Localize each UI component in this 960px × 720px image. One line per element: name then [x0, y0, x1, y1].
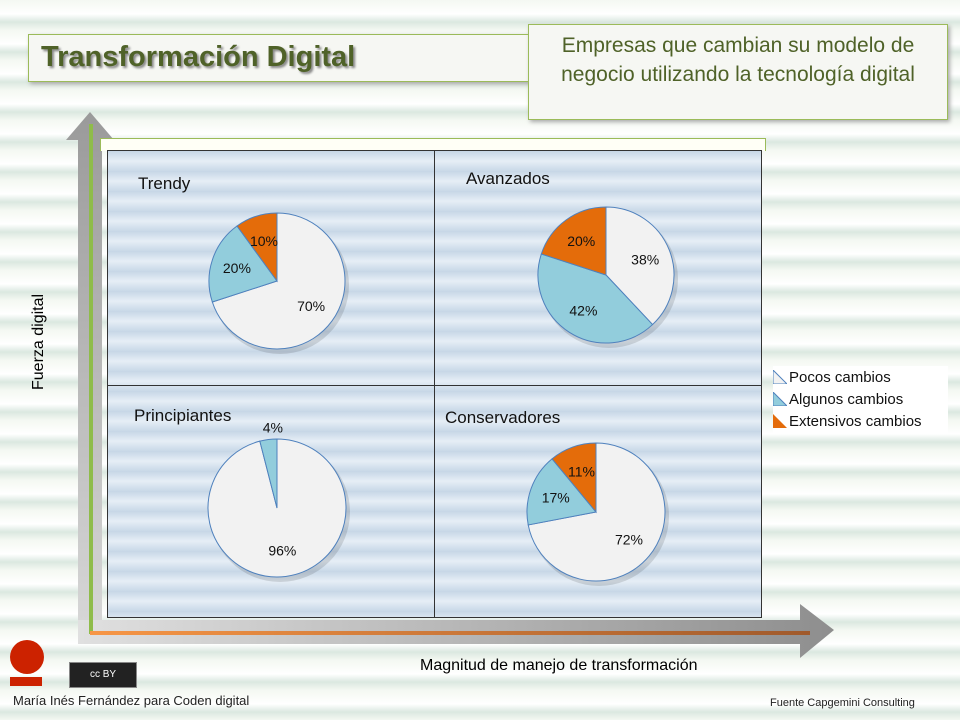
pie-slice-pocos [211, 212, 346, 350]
pie-slice-algunos [537, 253, 654, 344]
quadrant-title-avanzados: Avanzados [466, 169, 550, 188]
legend-swatch-algunos [773, 392, 787, 406]
vertical-divider [434, 150, 435, 618]
legend-item-extensivos: Extensivos cambios [773, 410, 948, 432]
pie-label-extensivos: 11% [568, 464, 595, 480]
pie-slice-algunos [526, 458, 597, 526]
legend-item-algunos: Algunos cambios [773, 388, 948, 410]
x-axis-label: Magnitud de manejo de transformación [420, 657, 698, 674]
pie-label-extensivos: 10% [250, 233, 278, 249]
title-box: Transformación Digital [28, 34, 550, 82]
logo-circle [10, 640, 44, 674]
pie-label-pocos: 38% [631, 251, 659, 267]
source-credit: Fuente Capgemini Consulting [770, 697, 915, 709]
pie-slice-algunos [259, 438, 278, 509]
subtitle-box: Empresas que cambian su modelo de negoci… [528, 24, 948, 120]
pie-slice-pocos [605, 206, 675, 326]
pie-label-algunos: 4% [263, 420, 283, 436]
pie-label-pocos: 70% [297, 298, 325, 314]
legend-item-pocos: Pocos cambios [773, 366, 948, 388]
pie-label-pocos: 72% [615, 531, 643, 547]
y-axis-label: Fuerza digital [30, 293, 47, 390]
pie-label-algunos: 42% [569, 303, 597, 319]
legend-swatch-pocos [773, 370, 787, 384]
quadrant-title-conservadores: Conservadores [445, 408, 561, 427]
pie-label-algunos: 17% [542, 490, 570, 506]
author-credit: María Inés Fernández para Coden digital [13, 693, 250, 708]
legend: Pocos cambios Algunos cambios Extensivos… [773, 366, 948, 434]
pie-slice-extensivos [551, 442, 597, 514]
pie-slice-algunos [208, 225, 278, 303]
quadrant-title-trendy: Trendy [138, 174, 191, 193]
pie-label-algunos: 20% [223, 260, 251, 276]
chart-frame-top [100, 138, 766, 151]
pie-slice-extensivos [540, 206, 607, 276]
pie-label-extensivos: 20% [567, 233, 595, 249]
cc-license-badge[interactable]: cc BY [69, 662, 137, 688]
logo-bar [10, 677, 42, 686]
page-title: Transformación Digital [41, 41, 356, 73]
quadrant-title-principiantes: Principiantes [134, 406, 232, 425]
legend-swatch-extensivos [773, 414, 787, 428]
pie-slice-extensivos [236, 212, 278, 283]
pie-label-pocos: 96% [268, 542, 296, 558]
horizontal-divider [107, 385, 762, 386]
